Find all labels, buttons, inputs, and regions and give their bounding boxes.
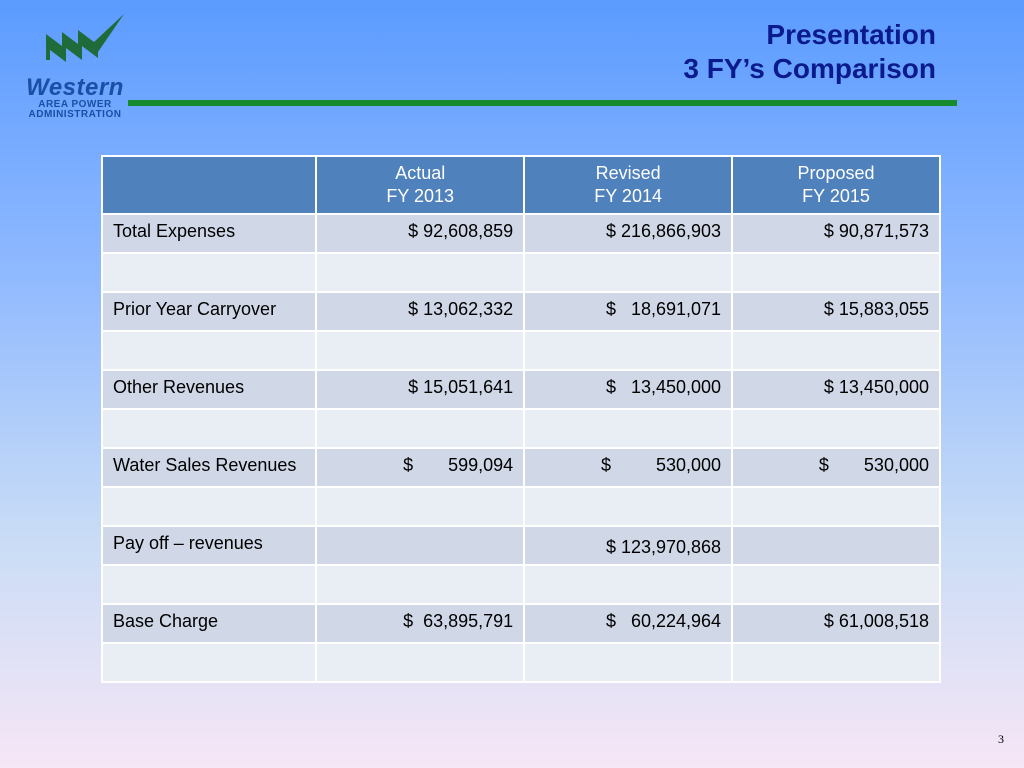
fy2015-value: $ 530,000 bbox=[731, 447, 941, 488]
fy2014-value: $ 123,970,868 bbox=[523, 525, 734, 566]
fy2015-value bbox=[731, 486, 941, 527]
fy2014-value: $ 60,224,964 bbox=[523, 603, 734, 644]
logo-subtitle-1: AREA POWER bbox=[38, 99, 112, 110]
western-area-power-logo: Western AREA POWER ADMINISTRATION bbox=[6, 12, 131, 120]
logo-subtitle-2: ADMINISTRATION bbox=[28, 109, 122, 120]
header-line-2: FY 2013 bbox=[386, 186, 455, 206]
table-row bbox=[100, 564, 941, 605]
fy2013-value bbox=[315, 330, 526, 371]
fy2013-value: $ 92,608,859 bbox=[315, 213, 526, 254]
fy2015-value: $ 90,871,573 bbox=[731, 213, 941, 254]
fy2013-value bbox=[315, 642, 526, 683]
fy2015-value bbox=[731, 564, 941, 605]
header-actual-fy2013: Actual FY 2013 bbox=[315, 155, 526, 215]
header-revised-fy2014: Revised FY 2014 bbox=[523, 155, 734, 215]
fy2013-value: $ 63,895,791 bbox=[315, 603, 526, 644]
row-label bbox=[100, 486, 318, 527]
row-label bbox=[100, 642, 318, 683]
fy2013-value: $ 15,051,641 bbox=[315, 369, 526, 410]
fy2014-value: $ 530,000 bbox=[523, 447, 734, 488]
fy2014-value: $ 216,866,903 bbox=[523, 213, 734, 254]
row-label: Pay off – revenues bbox=[100, 525, 318, 566]
fy2014-value: $ 18,691,071 bbox=[523, 291, 734, 332]
fy2015-value: $ 15,883,055 bbox=[731, 291, 941, 332]
table-header-row: Actual FY 2013 Revised FY 2014 Proposed … bbox=[100, 155, 941, 215]
title-line-1: Presentation bbox=[766, 19, 936, 50]
fy2015-value bbox=[731, 408, 941, 449]
table-row: Prior Year Carryover $ 13,062,332 $ 18,6… bbox=[100, 291, 941, 332]
table-row: Pay off – revenues $ 123,970,868 bbox=[100, 525, 941, 566]
header-line-1: Actual bbox=[395, 163, 446, 183]
fy2013-value bbox=[315, 252, 526, 293]
fy2014-value bbox=[523, 252, 734, 293]
row-label: Other Revenues bbox=[100, 369, 318, 410]
fy2015-value bbox=[731, 330, 941, 371]
header-empty-cell bbox=[100, 155, 318, 215]
row-label: Water Sales Revenues bbox=[100, 447, 318, 488]
fy2013-value bbox=[315, 525, 526, 566]
fy2013-value bbox=[315, 486, 526, 527]
header-line-1: Proposed bbox=[797, 163, 875, 183]
fy2013-value bbox=[315, 564, 526, 605]
header-rule bbox=[128, 100, 957, 106]
table-row: Base Charge $ 63,895,791 $ 60,224,964 $ … bbox=[100, 603, 941, 644]
fy2014-value bbox=[523, 486, 734, 527]
comparison-table: Actual FY 2013 Revised FY 2014 Proposed … bbox=[100, 155, 941, 683]
page-number: 3 bbox=[998, 732, 1004, 746]
row-label bbox=[100, 330, 318, 371]
table-row: Total Expenses $ 92,608,859 $ 216,866,90… bbox=[100, 213, 941, 254]
fy2013-value bbox=[315, 408, 526, 449]
table-row bbox=[100, 642, 941, 683]
table-row bbox=[100, 408, 941, 449]
fy2014-value bbox=[523, 564, 734, 605]
fy2014-value bbox=[523, 642, 734, 683]
table-row bbox=[100, 486, 941, 527]
lightning-bolt-icon bbox=[46, 14, 124, 62]
header-line-2: FY 2015 bbox=[802, 186, 870, 206]
row-label bbox=[100, 564, 318, 605]
table-row: Other Revenues $ 15,051,641 $ 13,450,000… bbox=[100, 369, 941, 410]
fy2015-value bbox=[731, 252, 941, 293]
fy2014-value bbox=[523, 330, 734, 371]
logo-text: Western AREA POWER ADMINISTRATION bbox=[16, 76, 134, 120]
table-row bbox=[100, 330, 941, 371]
fy2013-value: $ 599,094 bbox=[315, 447, 526, 488]
row-label: Prior Year Carryover bbox=[100, 291, 318, 332]
fy2013-value: $ 13,062,332 bbox=[315, 291, 526, 332]
logo-word: Western bbox=[26, 74, 124, 101]
row-label bbox=[100, 408, 318, 449]
fy2015-value bbox=[731, 642, 941, 683]
header-line-1: Revised bbox=[595, 163, 661, 183]
fy2015-value: $ 13,450,000 bbox=[731, 369, 941, 410]
table-row: Water Sales Revenues $ 599,094 $ 530,000… bbox=[100, 447, 941, 488]
slide-title: Presentation 3 FY’s Comparison bbox=[683, 18, 936, 86]
fy2015-value bbox=[731, 525, 941, 566]
fy2014-value bbox=[523, 408, 734, 449]
row-label: Base Charge bbox=[100, 603, 318, 644]
header-line-2: FY 2014 bbox=[594, 186, 662, 206]
row-label bbox=[100, 252, 318, 293]
fy2014-value: $ 13,450,000 bbox=[523, 369, 734, 410]
title-line-2: 3 FY’s Comparison bbox=[683, 53, 936, 84]
fy2015-value: $ 61,008,518 bbox=[731, 603, 941, 644]
table-row bbox=[100, 252, 941, 293]
header-proposed-fy2015: Proposed FY 2015 bbox=[731, 155, 941, 215]
row-label: Total Expenses bbox=[100, 213, 318, 254]
